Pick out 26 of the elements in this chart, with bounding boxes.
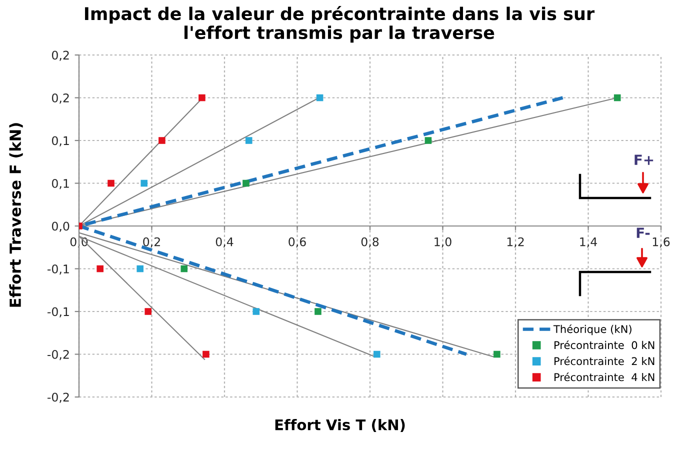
y-tick-label: -0,2 — [48, 392, 69, 403]
x-axis-title: Effort Vis T (kN) — [275, 419, 405, 432]
chart-title: Impact de la valeur de précontrainte dans la vis sur l'effort transmis par la traverse — [85, 6, 595, 43]
x-tick-label: 1,2 — [507, 237, 524, 248]
y-tick-label: -0,1 — [48, 264, 69, 275]
y-tick-label: 0,2 — [52, 50, 69, 61]
legend-label: Précontrainte 2 kN — [554, 356, 654, 366]
x-tick-label: 0,4 — [216, 237, 234, 248]
x-tick-label: 1,4 — [580, 237, 597, 248]
x-tick-label: 0,6 — [288, 237, 306, 248]
y-axis-title: Effort Traverse F (kN) — [9, 123, 23, 307]
y-tick-label: 0,1 — [52, 136, 69, 146]
x-tick-label: 0,8 — [361, 237, 379, 248]
y-tick-label: 0,1 — [52, 178, 69, 190]
y-tick-label: 0,2 — [52, 93, 69, 104]
legend-label: Théorique (kN) — [553, 324, 632, 336]
annotation: F+ — [634, 154, 654, 165]
legend-label: Précontrainte 0 kN — [554, 340, 654, 350]
annotation: F- — [636, 228, 650, 238]
x-tick-label: 0,2 — [143, 237, 160, 248]
y-tick-label: -0,2 — [48, 350, 69, 360]
x-tick-label: 1,0 — [434, 237, 452, 248]
legend-label: Précontrainte 4 kN — [554, 372, 654, 382]
y-tick-label: -0,1 — [48, 307, 69, 318]
x-tick-label: 1,6 — [652, 237, 670, 248]
y-tick-label: 0,0 — [52, 222, 70, 232]
